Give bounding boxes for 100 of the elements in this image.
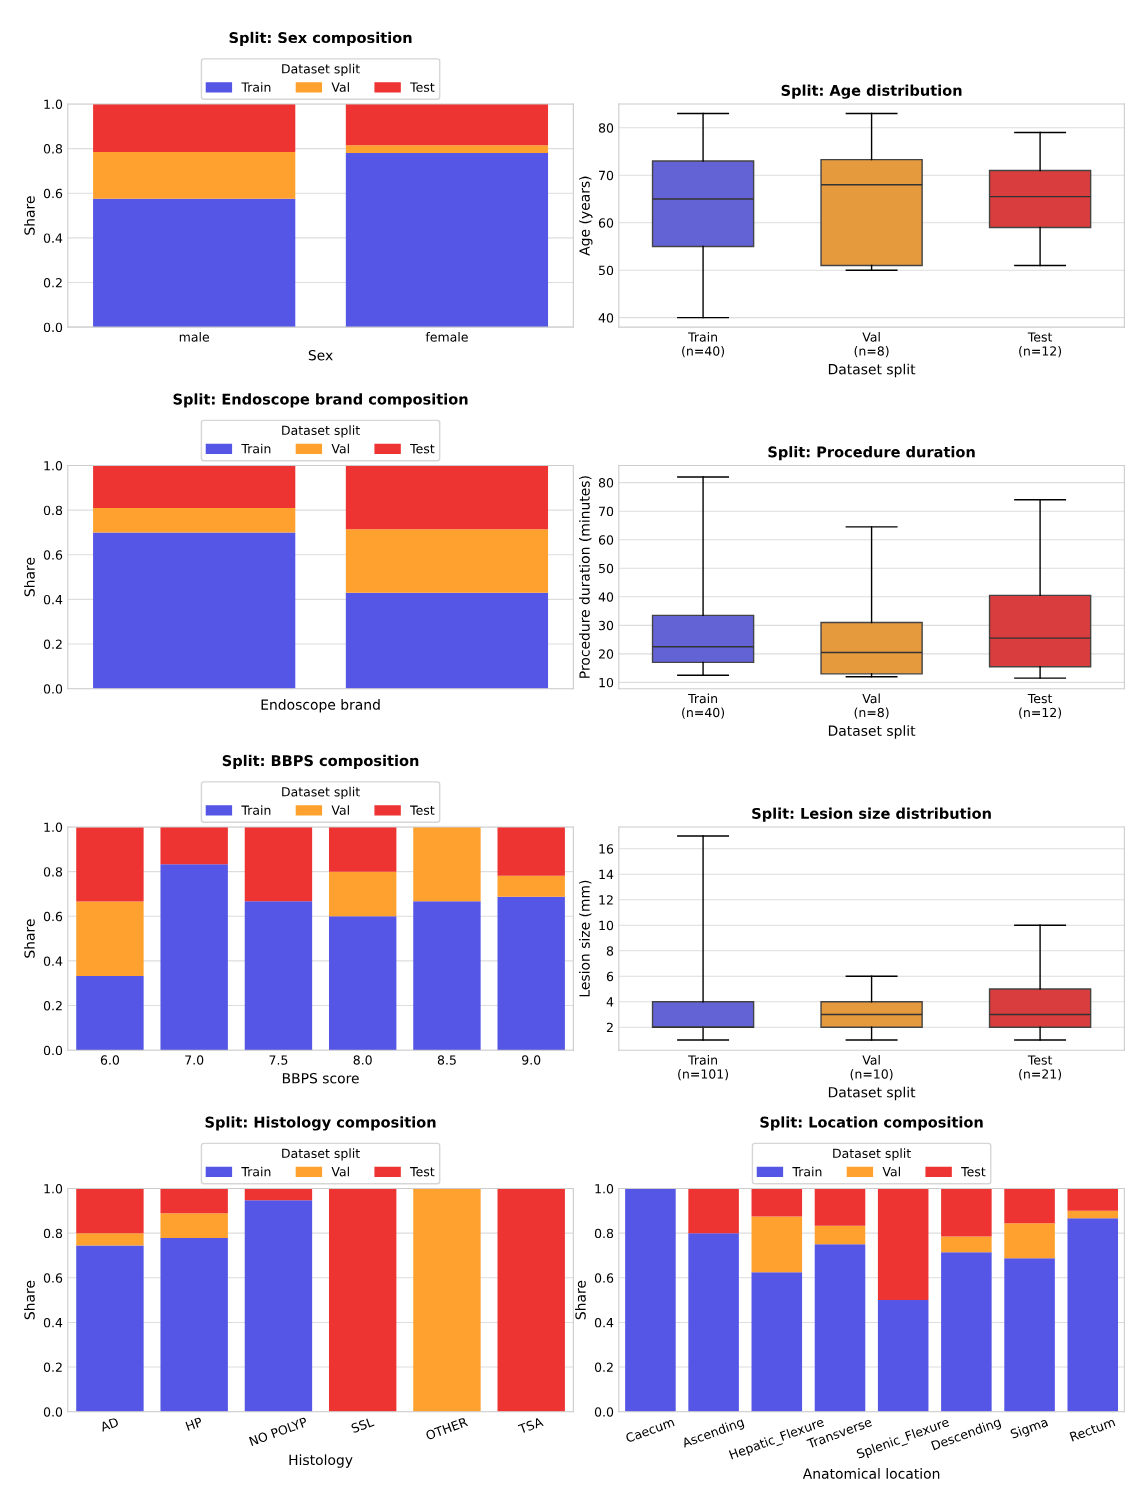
x-tick-label: 9.0 bbox=[522, 1055, 541, 1065]
legend-title: Dataset split bbox=[282, 786, 360, 799]
y-tick-label: 20 bbox=[598, 649, 614, 659]
bar bbox=[93, 532, 296, 689]
bar bbox=[76, 1245, 144, 1412]
bar bbox=[345, 592, 549, 689]
bar bbox=[941, 1252, 992, 1412]
x-axis-title: Dataset split bbox=[828, 725, 916, 739]
y-tick-label: 1.0 bbox=[44, 461, 63, 471]
y-tick-label: 70 bbox=[599, 170, 614, 181]
x-axis-title: Sex bbox=[308, 349, 333, 361]
chart-title: Split: Endoscope brand composition bbox=[173, 393, 468, 408]
bar bbox=[1067, 1210, 1119, 1219]
y-tick-label: 0.0 bbox=[594, 1407, 614, 1417]
y-tick-label: 0.6 bbox=[43, 911, 63, 922]
bar bbox=[93, 465, 296, 508]
y-tick-label: 0.2 bbox=[43, 1001, 62, 1011]
y-tick-label: 0.0 bbox=[43, 1407, 63, 1417]
y-axis-title: Age (years) bbox=[579, 176, 593, 256]
y-tick-label: 60 bbox=[598, 218, 614, 228]
x-tick-label: 8.0 bbox=[353, 1055, 372, 1065]
y-tick-label: 0.4 bbox=[43, 594, 63, 605]
legend-label: Test bbox=[961, 1167, 986, 1177]
bar bbox=[160, 827, 228, 865]
x-tick-label: 8.5 bbox=[437, 1055, 456, 1065]
x-tick-label: female bbox=[425, 332, 468, 342]
y-tick-label: 0.2 bbox=[594, 1362, 613, 1372]
bar bbox=[76, 901, 144, 976]
legend-label: Val bbox=[331, 1166, 349, 1177]
bar bbox=[814, 1188, 866, 1226]
x-tick-label: Test (n=12) bbox=[1019, 693, 1062, 719]
y-tick-label: 0.2 bbox=[43, 1362, 62, 1372]
y-tick-label: 0.4 bbox=[594, 1317, 614, 1328]
y-tick-label: 0.0 bbox=[43, 684, 63, 694]
bar bbox=[814, 1225, 866, 1245]
y-tick-label: 50 bbox=[599, 265, 614, 276]
bar bbox=[244, 1200, 313, 1412]
y-tick-label: 60 bbox=[598, 535, 614, 545]
x-tick-label: NO POLYP bbox=[248, 1416, 308, 1447]
x-tick-label: Train (n=40) bbox=[682, 693, 725, 719]
chart-title: Split: Location composition bbox=[760, 1116, 983, 1131]
bar bbox=[93, 507, 296, 533]
y-axis-title: Procedure duration (minutes) bbox=[579, 476, 592, 678]
chart-title: Split: Age distribution bbox=[781, 84, 962, 99]
legend-label: Test bbox=[410, 805, 435, 815]
y-tick-label: 0.4 bbox=[43, 956, 63, 966]
x-tick-label: male bbox=[179, 332, 210, 342]
bar bbox=[328, 827, 397, 872]
y-axis-title: Share bbox=[24, 557, 35, 597]
x-tick-label: Train (n=101) bbox=[678, 1055, 729, 1081]
y-tick-label: 0.8 bbox=[43, 144, 63, 154]
chart-title: Split: Lesion size distribution bbox=[752, 807, 991, 822]
chart-title: Split: Histology composition bbox=[205, 1116, 436, 1131]
bar bbox=[1067, 1218, 1119, 1412]
bar bbox=[413, 1188, 481, 1412]
y-tick-label: 1.0 bbox=[44, 1184, 63, 1194]
bar bbox=[160, 864, 228, 1051]
bar bbox=[76, 975, 144, 1051]
y-axis-title: Share bbox=[24, 1280, 35, 1320]
bar bbox=[93, 104, 296, 152]
bar bbox=[814, 1244, 866, 1412]
bar bbox=[1004, 1188, 1055, 1224]
legend-label: Train bbox=[241, 443, 271, 454]
bar bbox=[941, 1188, 992, 1237]
legend-title: Dataset split bbox=[282, 425, 360, 438]
y-tick-label: 0.0 bbox=[43, 322, 63, 333]
bar bbox=[877, 1188, 929, 1301]
bar bbox=[328, 871, 397, 917]
bar bbox=[1067, 1188, 1119, 1211]
x-axis-title: Anatomical location bbox=[802, 1468, 940, 1479]
bar bbox=[751, 1216, 803, 1273]
x-tick-label: Sigma bbox=[1009, 1416, 1049, 1442]
legend-label: Train bbox=[241, 1166, 271, 1177]
y-tick-label: 0.6 bbox=[594, 1273, 614, 1283]
y-tick-label: 10 bbox=[599, 677, 614, 688]
bar bbox=[244, 827, 313, 902]
y-tick-label: 40 bbox=[598, 592, 614, 602]
bar bbox=[497, 827, 565, 876]
x-tick-label: 6.0 bbox=[100, 1055, 120, 1065]
y-tick-label: 1.0 bbox=[595, 1184, 614, 1194]
y-axis-title: Share bbox=[24, 919, 35, 958]
x-tick-label: Val (n=10) bbox=[850, 1055, 893, 1081]
legend-label: Val bbox=[331, 82, 349, 92]
legend-label: Test bbox=[410, 444, 435, 454]
bar bbox=[751, 1188, 803, 1217]
y-tick-label: 0.6 bbox=[43, 188, 63, 199]
y-tick-label: 1.0 bbox=[44, 99, 63, 109]
y-tick-label: 0.0 bbox=[43, 1045, 63, 1056]
legend-label: Train bbox=[792, 1166, 822, 1177]
legend-label: Train bbox=[241, 82, 271, 92]
bar bbox=[160, 1213, 228, 1239]
bar bbox=[328, 916, 397, 1051]
x-tick-label: Test (n=12) bbox=[1019, 332, 1062, 358]
x-tick-label: SSL bbox=[350, 1416, 375, 1434]
y-axis-title: Share bbox=[575, 1280, 586, 1320]
y-tick-label: 10 bbox=[599, 920, 614, 931]
bar bbox=[345, 145, 549, 154]
x-tick-label: 7.5 bbox=[269, 1055, 288, 1065]
bar bbox=[244, 901, 313, 1051]
y-axis-title: Lesion size (mm) bbox=[579, 880, 592, 997]
